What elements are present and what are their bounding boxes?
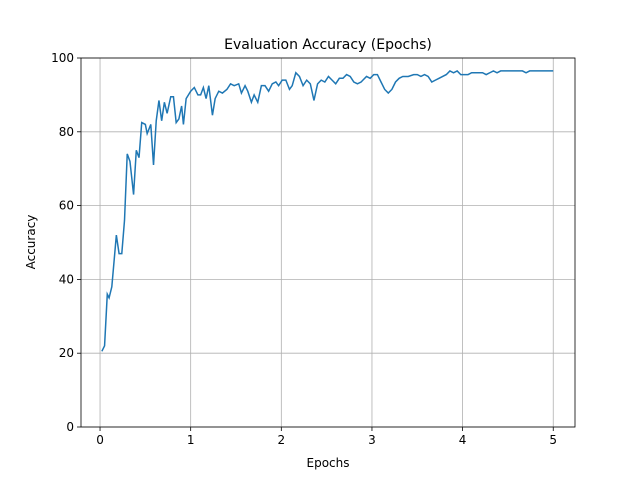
x-tick-label: 1 [187, 433, 195, 447]
x-tick-label: 0 [96, 433, 104, 447]
y-axis-label: Accuracy [24, 215, 38, 270]
x-tick-label: 2 [277, 433, 285, 447]
y-tick-label: 100 [51, 51, 74, 65]
y-tick-label: 20 [59, 346, 74, 360]
x-tick-label: 5 [549, 433, 557, 447]
x-axis-label: Epochs [307, 456, 350, 470]
y-tick-label: 80 [59, 125, 74, 139]
y-tick-label: 60 [59, 199, 74, 213]
plot-frame [80, 57, 576, 428]
y-tick-label: 40 [59, 272, 74, 286]
data-line [101, 69, 554, 352]
chart-title: Evaluation Accuracy (Epochs) [224, 37, 432, 53]
y-tick-label: 0 [66, 420, 74, 434]
x-tick-label: 4 [459, 433, 467, 447]
x-tick-label: 3 [368, 433, 376, 447]
